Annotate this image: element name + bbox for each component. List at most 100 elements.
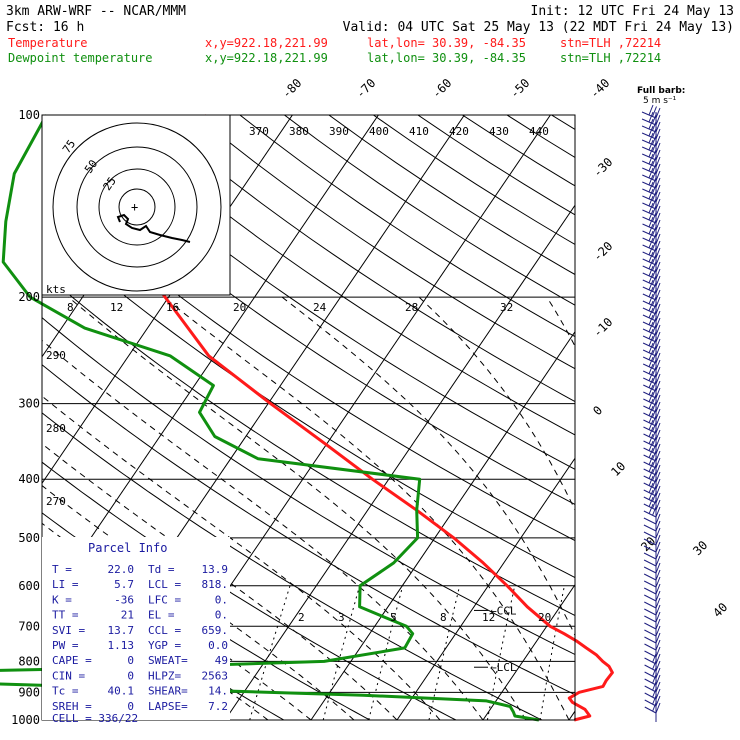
hodo-ring-25: 25 [101, 175, 119, 193]
parcel-value: 0 [127, 669, 134, 682]
parcel-value: 818. [202, 578, 229, 591]
pressure-tick-500: 500 [18, 531, 40, 545]
theta-label: 440 [529, 125, 549, 138]
mixing-ratio-line [539, 585, 565, 720]
wind-barb [644, 646, 661, 658]
wind-barb [643, 370, 661, 385]
wind-barb [642, 272, 661, 287]
wind-barb [641, 104, 661, 119]
wind-barb [643, 489, 661, 504]
theta-label: 380 [289, 125, 309, 138]
wind-barb [642, 328, 661, 343]
wind-barb [643, 447, 661, 462]
wind-barb [642, 202, 661, 217]
isotherm [396, 457, 575, 720]
barb-key-units: 5 m s⁻¹ [643, 96, 677, 106]
wind-barb [644, 625, 661, 637]
parcel-value: 2563 [202, 669, 229, 682]
wind-barb [643, 440, 661, 455]
wind-barb [642, 167, 661, 182]
wind-barb [641, 132, 661, 147]
parcel-value: 0. [215, 593, 228, 606]
parcel-key: T = [52, 563, 72, 576]
wind-barb [644, 632, 661, 644]
mixing-ratio-label: 8 [440, 611, 447, 624]
mixing-ratio-label: 28 [405, 301, 418, 314]
parcel-value: 13.7 [108, 624, 135, 637]
dry-adiabat [42, 181, 575, 542]
parcel-key: SHEAR= [148, 685, 188, 698]
mixing-ratio-label: 16 [166, 301, 179, 314]
theta-label: 370 [249, 125, 269, 138]
parcel-value: 40.1 [108, 685, 135, 698]
wind-barb [642, 230, 661, 245]
temp-latlon: lat,lon= 30.39, -84.35 [367, 36, 526, 50]
mixing-ratio-label: 20 [538, 611, 551, 624]
plot-frame [41, 114, 576, 721]
forecast-hour: Fcst: 16 h [6, 20, 84, 35]
dry-adiabat [105, 115, 575, 436]
wind-barb [644, 611, 661, 623]
wind-barb [643, 534, 661, 546]
mixing-ratio-label: 12 [482, 611, 495, 624]
wind-barb [642, 195, 661, 210]
wind-barb [644, 583, 661, 595]
wind-barb [642, 244, 661, 259]
pressure-tick-800: 800 [18, 654, 40, 668]
parcel-key: LCL = [148, 578, 181, 591]
dew-latlon: lat,lon= 30.39, -84.35 [367, 51, 526, 65]
parcel-key: TT = [52, 609, 79, 622]
wind-barb [641, 118, 661, 133]
parcel-key: SREH = [52, 700, 92, 713]
parcel-value: 0 [127, 654, 134, 667]
wind-barb [643, 433, 661, 448]
parcel-key: SVI = [52, 624, 85, 637]
wind-barb [644, 701, 661, 714]
parcel-key: HLPZ= [148, 669, 181, 682]
wind-barb [642, 356, 661, 371]
wind-barb [643, 454, 661, 469]
wind-barb [643, 405, 661, 420]
wind-barb [643, 391, 661, 406]
marker-lcl: ←LCL [490, 661, 517, 674]
parcel-cell: CELL = 336/22 [52, 712, 138, 725]
wind-barb [642, 181, 661, 196]
wind-barb [641, 139, 661, 154]
parcel-key: Tc = [52, 685, 79, 698]
wind-barb [644, 652, 661, 665]
hodo-ring-75: 75 [60, 137, 78, 155]
temp-label: Temperature [8, 36, 87, 50]
theta-label-left: 290 [46, 349, 66, 362]
pressure-tick-700: 700 [18, 619, 40, 633]
pressure-tick-200: 200 [18, 290, 40, 304]
wind-barb [642, 314, 661, 329]
parcel-key: Td = [148, 563, 175, 576]
theta-label: 420 [449, 125, 469, 138]
wind-barb [643, 555, 661, 567]
parcel-value: 49 [215, 654, 228, 667]
mixing-ratio-label: 3 [338, 611, 345, 624]
theta-label: 400 [369, 125, 389, 138]
parcel-key: PW = [52, 639, 79, 652]
parcel-key: LAPSE= [148, 700, 188, 713]
wind-barb [642, 286, 661, 301]
wind-barb [642, 188, 661, 203]
theta-label: 430 [489, 125, 509, 138]
parcel-value: 5.7 [114, 578, 134, 591]
parcel-value: 13.9 [202, 563, 229, 576]
wind-barb [643, 461, 661, 476]
wind-barb [643, 482, 661, 497]
parcel-key: CIN = [52, 669, 85, 682]
parcel-value: 0.0 [208, 639, 228, 652]
wind-barb [644, 694, 661, 707]
parcel-info-panel: Parcel Info T = 22.0 Td = 13.9 LI = 5.7 LCL = 8… [42, 537, 230, 725]
valid-time: Valid: 04 UTC Sat 25 May 13 (22 MDT Fri … [343, 20, 734, 35]
parcel-value: 1.13 [108, 639, 135, 652]
isotherm [224, 204, 575, 720]
wind-barb [642, 160, 661, 175]
wind-barb [643, 569, 661, 581]
wind-barb [643, 419, 661, 434]
theta-label-left: 270 [46, 495, 66, 508]
parcel-key: LFC = [148, 593, 181, 606]
